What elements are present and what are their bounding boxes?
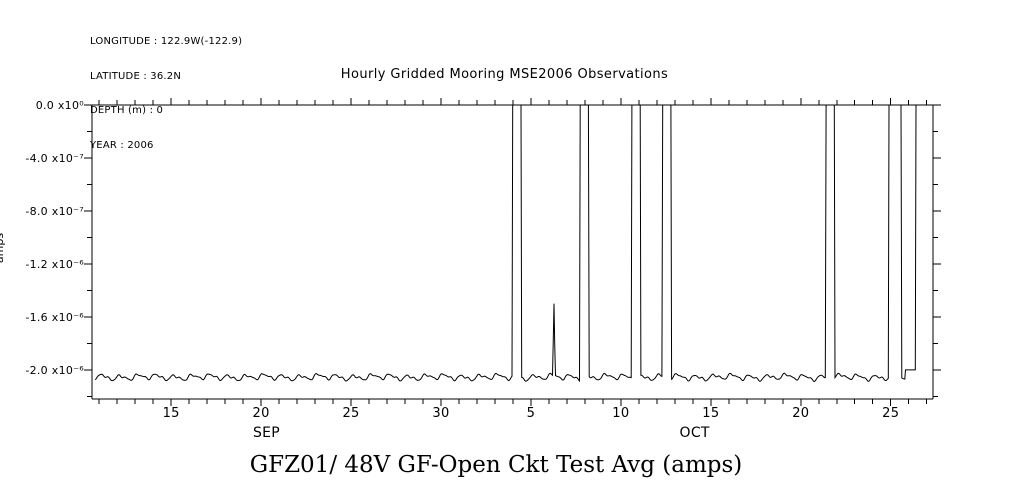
x-tick-label: 15 [163, 406, 180, 421]
chart-title: Hourly Gridded Mooring MSE2006 Observati… [340, 67, 669, 82]
y-tick-label: -2.0 x10⁻⁶ [25, 364, 84, 377]
metadata-block: LONGITUDE : 122.9W(-122.9) LATITUDE : 36… [90, 13, 242, 174]
y-tick-label: -8.0 x10⁻⁷ [25, 205, 84, 218]
x-tick-label: 10 [612, 406, 629, 421]
bottom-title: GFZ01/ 48V GF-Open Ckt Test Avg (amps) [249, 452, 743, 478]
x-tick-label: 30 [432, 406, 449, 421]
x-tick-label: 20 [792, 406, 809, 421]
meta-longitude: LONGITUDE : 122.9W(-122.9) [90, 36, 243, 47]
x-tick-label: 25 [342, 406, 359, 421]
x-tick-label: 20 [253, 406, 270, 421]
y-tick-label: -4.0 x10⁻⁷ [25, 152, 84, 165]
month-label: OCT [680, 425, 710, 441]
meta-year: YEAR : 2006 [90, 139, 154, 151]
meta-latitude: LATITUDE : 36.2N [90, 70, 182, 82]
x-tick-label: 15 [702, 406, 719, 421]
x-tick-label: 5 [527, 406, 536, 421]
data-line [94, 104, 933, 383]
y-tick-label: 0.0 x10⁰ [36, 99, 85, 112]
y-tick-label: -1.2 x10⁻⁶ [25, 258, 84, 271]
meta-depth: DEPTH (m) : 0 [90, 105, 164, 116]
y-tick-label: -1.6 x10⁻⁶ [25, 311, 84, 324]
x-tick-label: 25 [882, 406, 899, 421]
month-label: SEP [253, 425, 280, 441]
